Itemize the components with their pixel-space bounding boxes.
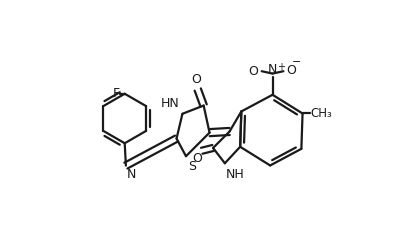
Text: S: S: [188, 160, 196, 173]
Text: HN: HN: [161, 96, 180, 109]
Text: CH₃: CH₃: [310, 107, 332, 120]
Text: N: N: [127, 169, 136, 182]
Text: O: O: [248, 65, 258, 78]
Text: +: +: [277, 62, 285, 72]
Text: NH: NH: [226, 168, 245, 181]
Text: O: O: [192, 152, 202, 165]
Text: O: O: [191, 73, 201, 86]
Text: O: O: [287, 64, 297, 77]
Text: −: −: [291, 57, 301, 67]
Text: N: N: [268, 63, 277, 76]
Text: F: F: [112, 87, 119, 100]
